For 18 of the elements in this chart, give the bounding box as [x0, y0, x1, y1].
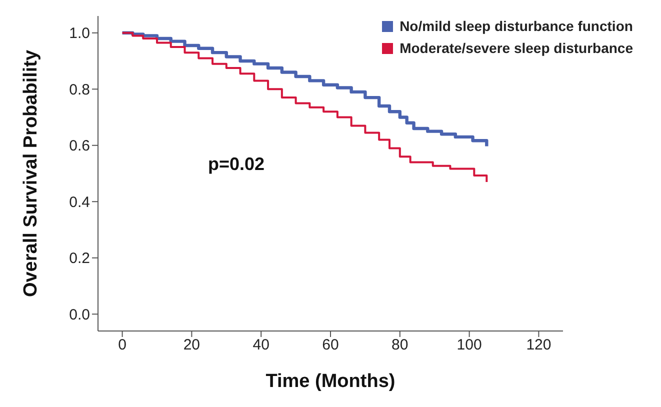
y-tick-label: 0.4	[69, 194, 90, 211]
x-tick-label: 20	[183, 336, 200, 354]
x-tick-label: 100	[456, 336, 482, 354]
annotation: p=0.02	[208, 154, 265, 175]
x-tick-label: 40	[252, 336, 270, 354]
y-tick-label: 0.8	[69, 81, 90, 98]
x-tick-label: 0	[118, 336, 126, 354]
y-tick-label: 0.6	[69, 138, 90, 155]
y-tick-label: 0.0	[69, 306, 90, 324]
x-axis-title: Time (Months)	[266, 371, 396, 392]
y-tick-label: 1.0	[69, 25, 90, 42]
x-tick-label: 80	[392, 336, 408, 354]
legend-label: No/mild sleep disturbance function	[400, 18, 633, 34]
y-tick-label: 0.2	[69, 250, 90, 268]
x-tick-label: 120	[526, 336, 552, 354]
y-axis-title: Overall Survival Probability	[20, 50, 42, 298]
x-tick-label: 60	[322, 336, 339, 354]
legend-label: Moderate/severe sleep disturbance	[400, 40, 633, 56]
